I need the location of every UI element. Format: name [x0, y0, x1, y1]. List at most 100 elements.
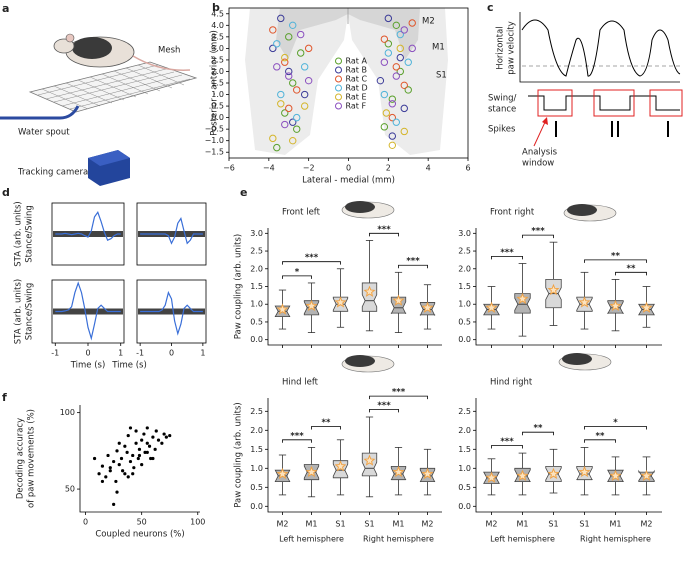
point — [117, 441, 121, 445]
significance-bracket — [491, 445, 523, 449]
velocity-label: Horizontal — [496, 26, 506, 69]
y-axis-label: Decoding accuracy — [16, 418, 26, 499]
shuffle-band — [53, 231, 123, 237]
significance-bracket — [369, 409, 399, 413]
significance-bracket — [584, 426, 647, 430]
x-tick-label: S1 — [548, 520, 558, 529]
y-tick-label: 2.5 — [250, 247, 263, 256]
x-tick-label: 2 — [386, 164, 391, 173]
point — [269, 134, 277, 143]
y-tick-label: 2.5 — [458, 407, 471, 416]
mean-star — [640, 301, 653, 313]
group-label: Right hemisphere — [580, 535, 651, 544]
legend-marker — [335, 66, 342, 74]
point — [131, 472, 135, 476]
significance-label: *** — [392, 388, 406, 398]
legend-marker — [335, 93, 342, 101]
panel-letter: e — [240, 186, 247, 199]
point — [408, 44, 416, 53]
point — [273, 40, 281, 48]
point — [134, 429, 138, 433]
significance-label: *** — [290, 431, 304, 441]
x-tick-label: 0 — [346, 164, 351, 173]
point — [143, 450, 147, 454]
cortex-map — [245, 8, 448, 155]
mean-star — [363, 454, 376, 466]
x-tick-label: 100 — [190, 518, 205, 527]
mean-star — [578, 465, 591, 478]
point — [400, 104, 408, 113]
point — [396, 53, 404, 62]
point — [269, 44, 277, 53]
spikes-label: Spikes — [488, 125, 516, 135]
x-tick-label: -1 — [51, 349, 59, 358]
y-tick-label: 0.5 — [250, 317, 263, 326]
window-label: Analysis — [522, 148, 558, 158]
y-tick-label: 0.5 — [458, 483, 471, 492]
region-label: M2 — [422, 17, 435, 27]
y-tick-label: 1.5 — [211, 79, 224, 88]
x-tick-label: 1 — [118, 349, 123, 358]
point — [145, 441, 149, 445]
point — [137, 453, 142, 458]
region-label: S1 — [436, 71, 447, 81]
y-tick-label: 0.0 — [458, 335, 471, 344]
y-tick-label: 0.5 — [458, 317, 471, 326]
significance-label: ** — [534, 424, 543, 434]
mean-star — [547, 467, 560, 479]
point — [128, 459, 133, 464]
point — [388, 141, 397, 150]
legend-marker — [335, 75, 342, 83]
legend-label: Rat A — [346, 57, 368, 66]
window-label: window — [522, 159, 554, 169]
point — [388, 95, 397, 103]
axes-spines — [475, 228, 662, 346]
mean-star — [609, 469, 622, 481]
point — [396, 30, 404, 39]
point — [388, 132, 397, 140]
significance-label: ** — [322, 418, 331, 428]
point — [92, 456, 97, 461]
point — [128, 426, 133, 430]
x-axis-label: Time (s) — [70, 361, 106, 371]
point — [404, 86, 412, 94]
y-tick-label: 1.0 — [250, 464, 263, 473]
chart-title: Hind left — [282, 378, 319, 388]
legend-marker — [335, 84, 342, 92]
point — [269, 26, 277, 34]
point — [132, 466, 136, 470]
point — [123, 472, 127, 476]
y-tick-label: 2.0 — [458, 264, 471, 273]
point — [304, 44, 313, 53]
y-tick-label: 0.0 — [458, 502, 471, 511]
legend-label: Rat B — [346, 66, 367, 75]
y-tick-label: 2.5 — [250, 407, 263, 416]
x-tick-label: 0 — [83, 518, 88, 527]
sta-trace — [55, 211, 121, 242]
point — [151, 435, 155, 439]
y-tick-label: 2.5 — [458, 247, 471, 256]
point — [125, 450, 129, 454]
point — [168, 433, 172, 438]
x-tick-label: S1 — [579, 520, 589, 529]
point — [134, 441, 138, 445]
point — [136, 456, 140, 461]
y-tick-label: 1.5 — [458, 445, 471, 454]
point — [100, 464, 105, 468]
point — [396, 44, 404, 53]
point — [380, 123, 389, 131]
x-tick-label: 1 — [200, 349, 205, 358]
point — [304, 76, 313, 85]
significance-bracket — [311, 426, 341, 430]
mean-star — [516, 469, 529, 481]
sta-trace — [55, 281, 121, 341]
point — [285, 33, 293, 41]
x-tick-label: −2 — [303, 164, 315, 173]
y-tick-label: 3.0 — [211, 44, 224, 53]
significance-bracket — [615, 271, 647, 276]
mean-star — [305, 465, 318, 478]
significance-bracket — [282, 439, 312, 443]
point — [400, 81, 408, 90]
